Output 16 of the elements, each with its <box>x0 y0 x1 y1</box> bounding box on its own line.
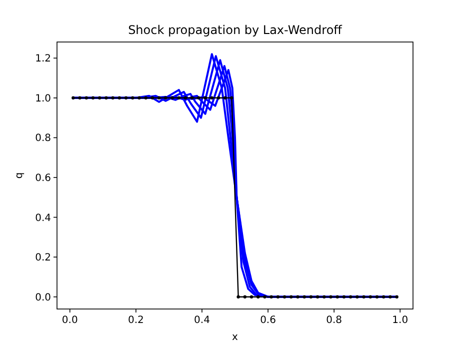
x-tick-label: 0.6 <box>260 315 276 326</box>
x-tick-label: 0.8 <box>326 315 342 326</box>
x-tick-label: 1.0 <box>392 315 408 326</box>
x-tick-label: 0.4 <box>194 315 210 326</box>
y-tick-label: 1.0 <box>35 93 51 104</box>
y-tick-label: 0.0 <box>35 292 51 304</box>
x-axis-title: x <box>232 332 238 343</box>
y-tick-label: 0.6 <box>35 172 51 184</box>
y-tick-label: 0.4 <box>35 212 51 224</box>
y-axis-title: q <box>14 172 25 179</box>
y-tick-label: 1.2 <box>35 54 51 65</box>
y-tick-label: 0.8 <box>35 133 51 144</box>
x-tick-label: 0.0 <box>62 315 78 326</box>
x-tick-label: 0.2 <box>128 315 144 326</box>
chart-title: Shock propagation by Lax-Wendroff <box>128 23 343 37</box>
y-tick-label: 0.2 <box>35 252 51 264</box>
